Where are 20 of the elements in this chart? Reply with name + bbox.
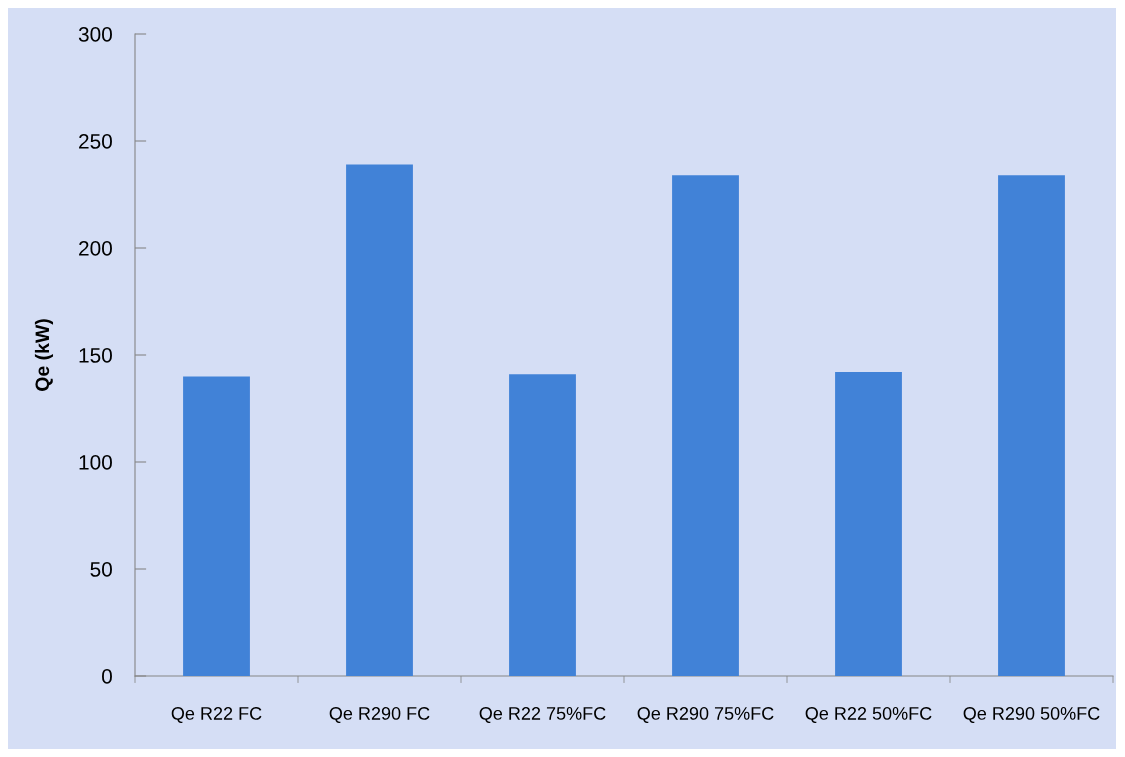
y-tick-label: 100 [79, 455, 112, 470]
bar [998, 175, 1065, 676]
bar [672, 175, 739, 676]
x-tick-label: Qe R22 75%FC [479, 707, 606, 724]
y-tick-label: 200 [79, 241, 112, 256]
y-tick-label: 150 [79, 348, 112, 363]
y-axis-title: Qe (kW) [34, 319, 54, 391]
y-tick-label: 300 [78, 27, 112, 42]
y-tick-label: 250 [79, 134, 112, 149]
y-tick-label: 0 [102, 669, 112, 684]
bar [346, 164, 413, 676]
bar [183, 376, 250, 676]
y-tick-label: 50 [90, 562, 112, 577]
x-tick-label: Qe R22 50%FC [805, 707, 932, 724]
x-tick-label: Qe R290 FC [329, 707, 430, 724]
x-tick-label: Qe R290 50%FC [963, 707, 1100, 724]
bar [509, 374, 576, 676]
bar [835, 372, 902, 676]
x-tick-label: Qe R22 FC [171, 707, 262, 724]
x-tick-label: Qe R290 75%FC [637, 707, 774, 724]
